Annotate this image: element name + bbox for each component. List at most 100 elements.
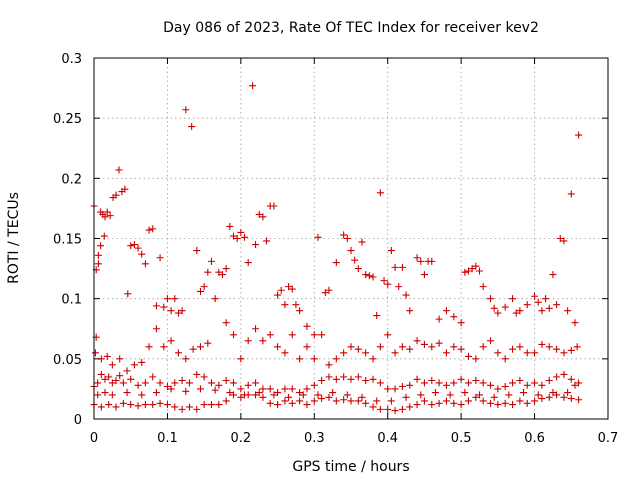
data-point	[156, 379, 164, 387]
data-point	[141, 401, 149, 409]
data-point	[391, 407, 399, 415]
data-point	[163, 401, 171, 409]
data-point	[376, 189, 384, 197]
data-point	[163, 295, 171, 303]
data-point	[233, 235, 241, 242]
data-point	[567, 346, 575, 354]
data-point	[406, 381, 414, 389]
data-point	[299, 391, 307, 399]
y-axis-tick-labels: 0 0.05 0.1 0.15 0.2 0.25 0.3	[53, 52, 82, 428]
data-point	[112, 403, 120, 411]
data-point	[567, 395, 575, 403]
data-point	[420, 397, 428, 405]
data-point	[182, 387, 190, 395]
data-point	[281, 385, 289, 393]
data-point	[193, 405, 201, 413]
grid	[94, 58, 608, 419]
data-point	[325, 373, 333, 381]
data-point	[501, 399, 509, 407]
data-point	[442, 381, 450, 389]
data-point	[310, 397, 318, 405]
data-point	[152, 325, 160, 333]
x-tick-label: 0.6	[524, 431, 545, 446]
data-point	[237, 385, 245, 393]
data-point	[398, 383, 406, 391]
data-point	[545, 343, 553, 351]
data-point	[303, 343, 311, 351]
data-point	[373, 312, 381, 320]
data-point	[347, 247, 355, 255]
data-point	[237, 228, 245, 236]
data-point	[523, 381, 531, 389]
data-point	[252, 241, 260, 249]
data-point	[108, 379, 116, 387]
data-point	[266, 399, 274, 407]
data-point	[112, 376, 120, 384]
data-point	[538, 307, 546, 315]
data-point	[402, 291, 410, 299]
data-point	[542, 295, 550, 303]
data-point	[428, 376, 436, 384]
data-point	[174, 309, 182, 317]
data-point	[193, 247, 201, 255]
data-point	[428, 343, 436, 351]
data-point	[244, 259, 252, 267]
data-point	[520, 389, 528, 397]
data-point	[450, 313, 458, 321]
data-point	[387, 247, 395, 255]
data-point	[318, 331, 326, 339]
data-point	[531, 397, 539, 405]
data-point	[94, 379, 102, 387]
data-point	[362, 349, 370, 357]
data-point	[259, 213, 267, 221]
data-point	[171, 295, 179, 303]
data-point	[553, 301, 561, 309]
data-point	[318, 395, 326, 403]
data-point	[490, 393, 498, 401]
data-point	[457, 401, 465, 409]
data-point	[376, 405, 384, 413]
data-point	[340, 349, 348, 357]
data-point	[207, 379, 215, 387]
data-point	[571, 381, 579, 389]
data-point	[384, 331, 392, 339]
data-point	[494, 401, 502, 409]
data-point	[487, 399, 495, 407]
data-point	[376, 379, 384, 387]
data-point	[354, 397, 362, 405]
data-point	[472, 355, 480, 363]
data-point	[296, 389, 304, 397]
data-point	[347, 375, 355, 383]
data-point	[94, 260, 102, 268]
data-point	[200, 401, 208, 409]
data-point	[398, 263, 406, 271]
data-point	[255, 389, 263, 397]
data-point	[479, 379, 487, 387]
data-point	[538, 340, 546, 348]
data-point	[479, 343, 487, 351]
x-tick-label: 0.2	[231, 431, 252, 446]
data-point	[127, 242, 135, 250]
data-point	[318, 376, 326, 384]
data-point	[200, 283, 208, 291]
data-point	[292, 301, 300, 309]
data-point	[296, 397, 304, 405]
data-point	[108, 361, 116, 369]
data-point	[314, 391, 322, 399]
data-point	[207, 401, 215, 409]
data-point	[545, 376, 553, 384]
data-point	[259, 385, 267, 393]
data-point	[358, 393, 366, 401]
data-point	[230, 391, 238, 399]
data-point	[119, 399, 127, 407]
data-point	[413, 254, 421, 262]
data-point	[417, 257, 425, 265]
data-point	[303, 385, 311, 393]
data-point	[185, 403, 193, 411]
data-point	[204, 339, 212, 347]
data-point	[97, 403, 105, 411]
data-point	[241, 391, 249, 399]
data-point	[230, 232, 238, 240]
data-point	[237, 355, 245, 363]
